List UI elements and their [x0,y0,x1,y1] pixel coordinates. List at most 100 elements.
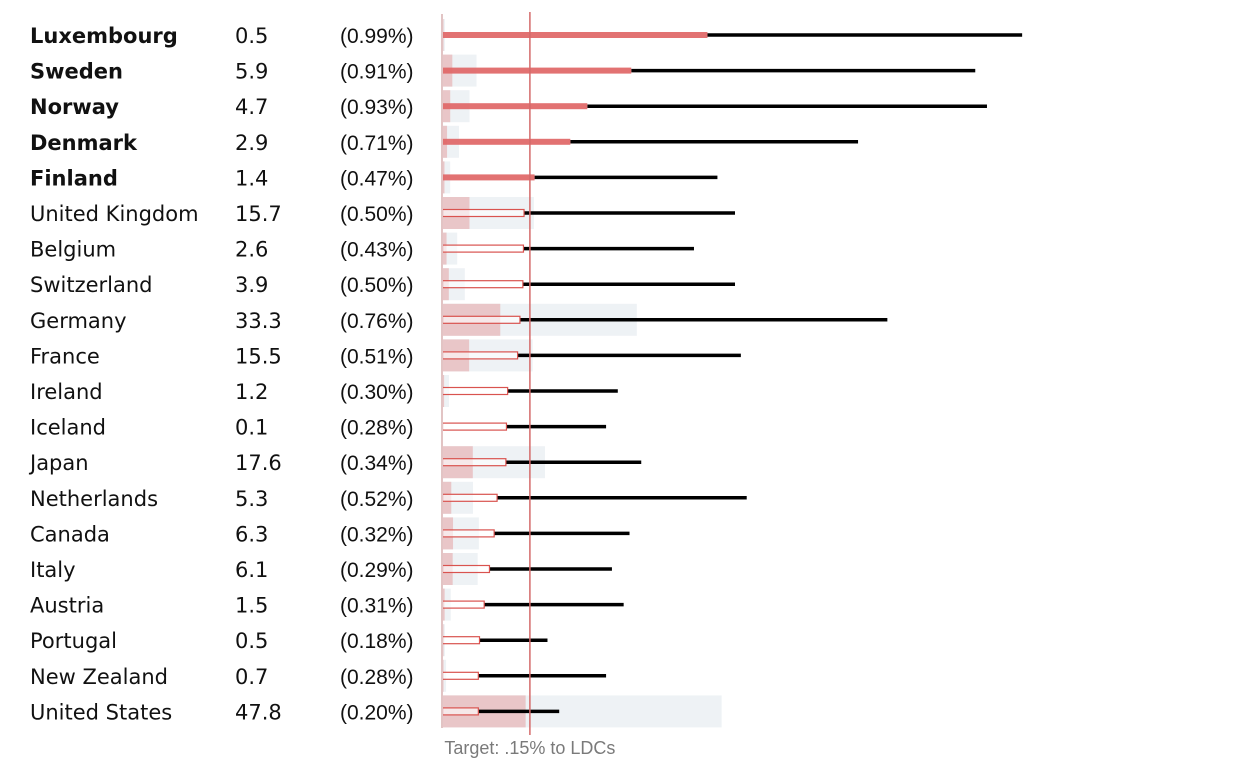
chart-row: Iceland 0.1 (0.28%) [30,410,607,443]
chart-row: Switzerland 3.9 (0.50%) [30,268,735,301]
ldc-share-bar [441,351,519,360]
gni-percent-label: (0.31%) [340,595,414,618]
aid-total-label: 2.6 [235,238,268,262]
aid-total-label: 1.2 [235,380,268,404]
gni-percent-label: (0.30%) [340,381,414,404]
gni-percent-label: (0.50%) [340,274,414,297]
country-label: United States [30,700,172,724]
ldc-share-bar [442,103,588,110]
country-label: Finland [30,166,118,190]
country-label: Sweden [30,60,123,84]
aid-total-label: 15.5 [235,344,282,368]
ldc-share-bar [441,707,479,716]
ldc-share-bar [441,529,495,538]
chart-row: Germany 33.3 (0.76%) [30,303,888,336]
ldc-share-bar [441,493,498,502]
aid-total-label: 47.8 [235,700,282,724]
gni-percent-label: (0.34%) [340,452,414,475]
aid-total-label: 6.1 [235,558,268,582]
country-label: France [30,344,100,368]
chart-row: Denmark 2.9 (0.71%) [30,125,859,158]
gni-percent-label: (0.76%) [340,310,414,333]
country-label: Canada [30,522,110,546]
ldc-share-bar [441,564,491,574]
chart-row: United Kingdom 15.7 (0.50%) [30,197,735,229]
aid-total-label: 5.9 [235,60,268,84]
aid-total-label: 15.7 [235,202,282,226]
country-label: Portugal [30,629,117,653]
chart-row: Sweden 5.9 (0.91%) [30,54,976,87]
country-label: Ireland [30,380,103,404]
aid-total-label: 0.5 [235,629,268,653]
ldc-share-bar [442,67,632,74]
country-label: United Kingdom [30,202,199,226]
ldc-share-bar [441,208,525,218]
aid-total-label: 2.9 [235,131,268,155]
aid-total-label: 33.3 [235,309,282,333]
aid-total-label: 0.5 [235,24,268,48]
aid-total-label: 4.7 [235,95,268,119]
country-label: Norway [30,95,119,119]
ldc-share-bar [442,32,708,38]
aid-total-label: 5.3 [235,487,268,511]
ldc-share-bar [441,671,479,680]
gni-percent-label: (0.71%) [340,132,414,155]
chart-row: Netherlands 5.3 (0.52%) [30,481,747,514]
ldc-share-bar [442,138,571,145]
country-label: New Zealand [30,665,168,689]
gni-percent-label: (0.93%) [340,96,414,119]
gni-percent-label: (0.29%) [340,559,414,582]
chart-row: Japan 17.6 (0.34%) [28,446,642,479]
chart-row: Austria 1.5 (0.31%) [30,588,624,621]
chart-row: United States 47.8 (0.20%) [30,695,722,728]
aid-total-label: 1.5 [235,594,268,618]
chart-row: Canada 6.3 (0.32%) [30,517,630,550]
gni-percent-label: (0.18%) [340,630,414,653]
country-label: Iceland [30,416,106,440]
ldc-share-bar [441,244,525,253]
country-label: Italy [30,558,76,582]
gni-percent-label: (0.52%) [340,488,414,511]
gni-percent-label: (0.20%) [340,701,414,724]
country-label: Austria [30,594,104,618]
aid-total-label: 0.7 [235,665,268,689]
ldc-share-bar [442,174,535,181]
chart-row: Luxembourg 0.5 (0.99%) [30,19,1023,51]
aid-total-label: 0.1 [235,416,268,440]
ldc-share-bar [441,386,509,396]
ldc-share-bar [441,636,481,645]
aid-total-label: 3.9 [235,273,268,297]
chart-row: Italy 6.1 (0.29%) [30,553,612,585]
chart-row: Belgium 2.6 (0.43%) [30,232,694,265]
gni-percent-label: (0.99%) [340,25,414,48]
ldc-share-bar [441,280,524,289]
chart-rows: Luxembourg 0.5 (0.99%) Sweden 5.9 (0.91%) Norw… [28,19,1023,728]
gni-percent-label: (0.43%) [340,239,414,262]
ldc-share-bar [441,600,485,609]
chart-row: Norway 4.7 (0.93%) [30,90,987,123]
aid-total-label: 1.4 [235,166,268,190]
chart-row: New Zealand 0.7 (0.28%) [30,659,607,692]
ldc-share-bar [441,422,508,431]
gni-percent-label: (0.91%) [340,61,414,84]
ldc-share-bar [441,458,507,467]
country-label: Switzerland [30,273,153,297]
country-label: Belgium [30,238,116,262]
gni-percent-label: (0.28%) [340,666,414,689]
country-label: Japan [28,451,89,475]
target-label: Target: .15% to LDCs [444,738,615,758]
gni-percent-label: (0.28%) [340,417,414,440]
country-label: Netherlands [30,487,158,511]
gni-percent-label: (0.47%) [340,167,414,190]
chart-row: France 15.5 (0.51%) [30,339,741,372]
country-label: Denmark [30,131,138,155]
chart-row: Portugal 0.5 (0.18%) [30,624,548,657]
gni-percent-label: (0.51%) [340,345,414,368]
ldc-share-bar [441,315,521,324]
chart-row: Ireland 1.2 (0.30%) [30,375,618,407]
aid-total-label: 6.3 [235,522,268,546]
country-label: Germany [30,309,127,333]
gni-percent-label: (0.50%) [340,203,414,226]
country-label: Luxembourg [30,24,178,48]
